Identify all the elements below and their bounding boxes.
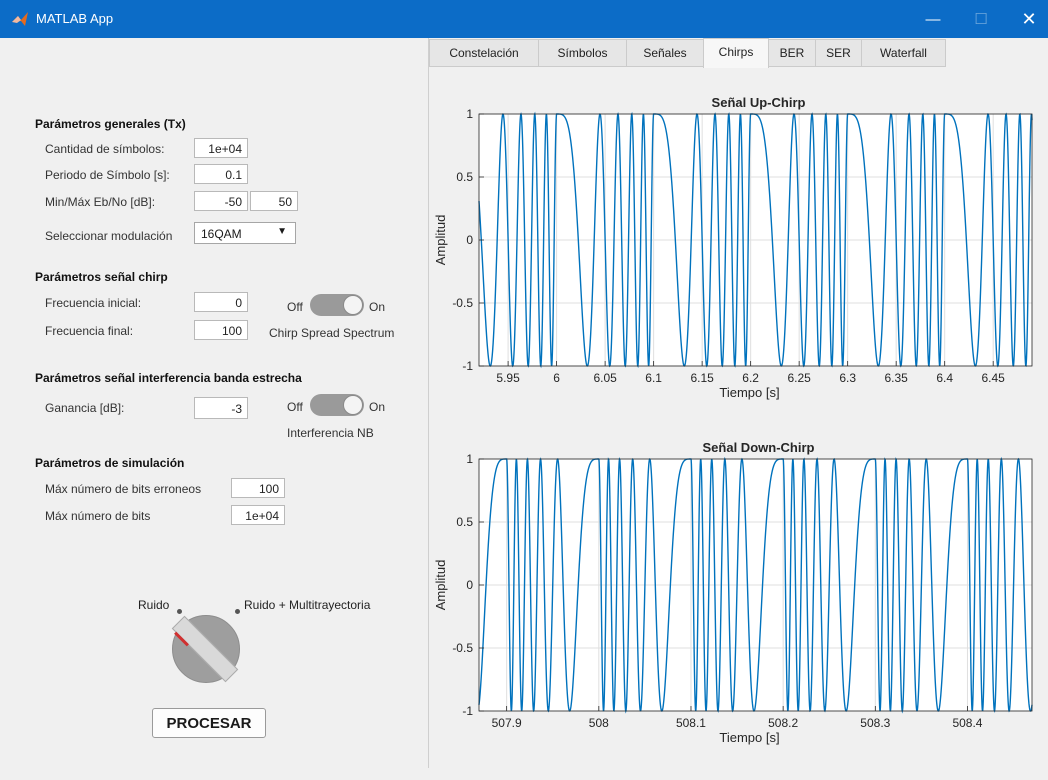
x-tick-label: 6.45 xyxy=(982,371,1006,385)
tab-waterfall[interactable]: Waterfall xyxy=(861,39,946,67)
x-tick-label: 508.2 xyxy=(768,716,798,730)
chirp-spread-spectrum-switch[interactable] xyxy=(310,294,364,316)
tab-simbolos[interactable]: Símbolos xyxy=(538,39,627,67)
max-err-bits-label: Máx número de bits erroneos xyxy=(45,482,202,496)
knob-option-noise[interactable]: Ruido xyxy=(138,598,170,612)
dropdown-arrow-icon: ▼ xyxy=(277,226,287,237)
sim-params-title: Parámetros de simulación xyxy=(35,456,185,470)
down-chirp-chart: 507.9 508 508.1 508.2 508.3 508.4 -1 -0.5 0 0.5 1 S… xyxy=(433,440,1033,745)
y-tick-label: 0.5 xyxy=(456,170,473,184)
knob-tick-multipath xyxy=(235,609,240,614)
y-tick-label: 1 xyxy=(466,452,473,466)
switch-knob xyxy=(343,395,363,415)
freq-start-label: Frecuencia inicial: xyxy=(45,296,142,310)
ebno-min-field[interactable]: -50 xyxy=(194,191,248,211)
x-tick-label: 6.4 xyxy=(936,371,953,385)
nb-params-title: Parámetros señal interferencia banda est… xyxy=(35,371,302,385)
chirps-tab-content: 5.95 6 6.05 6.1 6.15 6.2 6.25 6.3 6.35 6.4 6.45 -1 -… xyxy=(429,68,1048,768)
general-params-title: Parámetros generales (Tx) xyxy=(35,117,186,131)
x-axis-label: Tiempo [s] xyxy=(719,385,779,400)
knob-option-multipath[interactable]: Ruido + Multitrayectoria xyxy=(244,598,371,612)
nb-switch-caption: Interferencia NB xyxy=(287,426,374,440)
x-tick-label: 5.95 xyxy=(496,371,520,385)
minimize-button[interactable]: — xyxy=(925,10,941,28)
close-button[interactable]: ✕ xyxy=(1021,8,1037,29)
x-tick-label: 6.3 xyxy=(839,371,856,385)
num-symbols-field[interactable]: 1e+04 xyxy=(194,138,248,158)
x-tick-label: 508 xyxy=(589,716,609,730)
x-tick-label: 6.1 xyxy=(645,371,662,385)
x-tick-label: 6.25 xyxy=(787,371,811,385)
x-tick-label: 6.05 xyxy=(593,371,617,385)
y-tick-label: -0.5 xyxy=(452,641,473,655)
max-err-bits-field[interactable]: 100 xyxy=(231,478,285,498)
nb-switch-off-label: Off xyxy=(287,400,303,414)
switch-knob xyxy=(343,295,363,315)
modulation-label: Seleccionar modulación xyxy=(45,229,173,243)
tab-constelacion[interactable]: Constelación xyxy=(429,39,539,67)
y-tick-label: 0.5 xyxy=(456,515,473,529)
title-bar: MATLAB App — ☐ ✕ xyxy=(0,0,1048,38)
tab-senales[interactable]: Señales xyxy=(626,39,704,67)
ebno-label: Min/Máx Eb/No [dB]: xyxy=(45,195,156,209)
x-tick-label: 6.35 xyxy=(884,371,908,385)
chirp-switch-off-label: Off xyxy=(287,300,303,314)
knob-tick-noise xyxy=(177,609,182,614)
x-axis-label: Tiempo [s] xyxy=(719,730,779,745)
freq-end-label: Frecuencia final: xyxy=(45,324,134,338)
num-symbols-label: Cantidad de símbolos: xyxy=(45,142,165,156)
up-chirp-chart: 5.95 6 6.05 6.1 6.15 6.2 6.25 6.3 6.35 6.4 6.45 -1 -… xyxy=(433,95,1033,400)
chart-title: Señal Up-Chirp xyxy=(712,95,806,110)
chirp-switch-caption: Chirp Spread Spectrum xyxy=(269,326,395,340)
y-tick-label: -1 xyxy=(462,359,473,373)
x-tick-label: 508.1 xyxy=(676,716,706,730)
ebno-max-field[interactable]: 50 xyxy=(250,191,298,211)
tab-ber[interactable]: BER xyxy=(768,39,816,67)
x-tick-label: 508.3 xyxy=(860,716,890,730)
gain-field[interactable]: -3 xyxy=(194,397,248,419)
freq-end-field[interactable]: 100 xyxy=(194,320,248,340)
y-tick-label: 0 xyxy=(466,233,473,247)
window-title: MATLAB App xyxy=(36,11,114,26)
panel-divider xyxy=(428,38,429,768)
gain-label: Ganancia [dB]: xyxy=(45,401,125,415)
symbol-period-field[interactable]: 0.1 xyxy=(194,164,248,184)
y-tick-label: 1 xyxy=(466,107,473,121)
nb-interference-switch[interactable] xyxy=(310,394,364,416)
y-axis-label: Amplitud xyxy=(433,560,448,611)
max-bits-field[interactable]: 1e+04 xyxy=(231,505,285,525)
chirp-params-title: Parámetros señal chirp xyxy=(35,270,168,284)
nb-switch-on-label: On xyxy=(369,400,386,414)
tab-bar: Constelación Símbolos Señales Chirps BER… xyxy=(429,38,1048,68)
process-button[interactable]: PROCESAR xyxy=(152,708,266,738)
modulation-value: 16QAM xyxy=(201,227,242,241)
tab-ser[interactable]: SER xyxy=(815,39,862,67)
symbol-period-label: Periodo de Símbolo [s]: xyxy=(45,168,170,182)
x-tick-label: 508.4 xyxy=(952,716,982,730)
max-bits-label: Máx número de bits xyxy=(45,509,151,523)
chirp-switch-on-label: On xyxy=(369,300,386,314)
matlab-logo-icon xyxy=(12,12,28,26)
tab-chirps[interactable]: Chirps xyxy=(703,38,769,68)
y-tick-label: 0 xyxy=(466,578,473,592)
y-axis-label: Amplitud xyxy=(433,215,448,266)
y-tick-label: -0.5 xyxy=(452,296,473,310)
modulation-dropdown[interactable]: 16QAM ▼ xyxy=(194,222,296,244)
freq-start-field[interactable]: 0 xyxy=(194,292,248,312)
x-tick-label: 6 xyxy=(553,371,560,385)
signal-line xyxy=(478,456,1033,714)
x-tick-label: 6.2 xyxy=(742,371,759,385)
x-tick-label: 6.15 xyxy=(690,371,714,385)
channel-selector-knob[interactable] xyxy=(171,615,240,683)
x-tick-label: 507.9 xyxy=(492,716,522,730)
maximize-button[interactable]: ☐ xyxy=(974,11,988,28)
y-tick-label: -1 xyxy=(462,704,473,718)
chart-title: Señal Down-Chirp xyxy=(703,440,815,455)
